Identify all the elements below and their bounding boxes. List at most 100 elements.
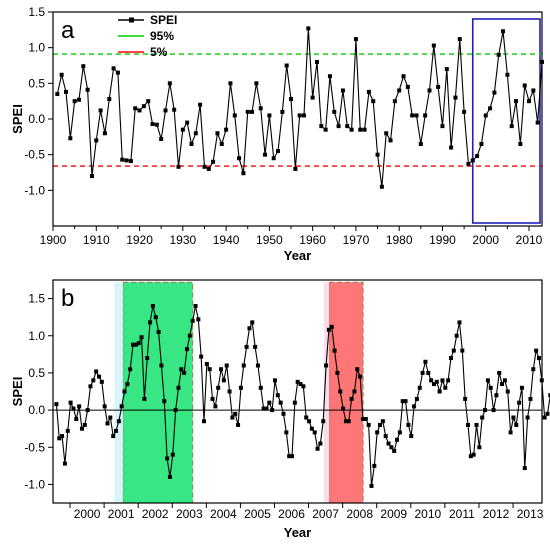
data-point [423, 113, 428, 118]
data-point [271, 156, 276, 161]
data-point [219, 141, 224, 146]
data-point [193, 304, 198, 309]
data-point [485, 378, 490, 383]
data-point [88, 384, 93, 389]
data-point [187, 333, 192, 338]
data-point [355, 367, 360, 372]
data-point [114, 428, 119, 433]
y-tick-label: -1.0 [24, 183, 45, 197]
data-point [440, 124, 445, 129]
highlight-region-halo [114, 282, 123, 503]
data-point [216, 385, 221, 390]
x-tick-label: 1980 [386, 233, 413, 247]
data-point [185, 120, 190, 125]
spei-series-b [54, 304, 550, 488]
data-point [519, 385, 524, 390]
data-point [182, 370, 187, 375]
data-point [500, 382, 505, 387]
data-point [287, 454, 292, 459]
data-point [335, 370, 340, 375]
data-point [535, 120, 540, 125]
y-tick-label: 1.5 [28, 292, 45, 306]
data-point [492, 90, 497, 95]
data-point [511, 415, 516, 420]
data-point [366, 89, 371, 94]
data-point [324, 363, 329, 368]
data-point [451, 348, 456, 353]
data-point [298, 382, 303, 387]
data-point [176, 164, 181, 169]
data-point [258, 106, 263, 111]
data-point [255, 363, 260, 368]
plot-frame-b [52, 279, 543, 504]
x-tick-label: 2004 [210, 507, 237, 521]
data-point [463, 396, 468, 401]
data-point [136, 341, 141, 346]
data-point [338, 389, 343, 394]
reference-lines [53, 53, 542, 167]
data-point [332, 109, 337, 114]
data-point [176, 385, 181, 390]
data-point [372, 463, 377, 468]
y-axis-ticks-b: -1.0 -0.5 0.0 0.5 1.0 1.5 [24, 292, 53, 491]
data-point [91, 378, 96, 383]
data-point [82, 422, 87, 427]
data-point [254, 81, 259, 86]
data-point [448, 356, 453, 361]
data-point [528, 396, 533, 401]
chart-panel-b: 2000 2001 2002 2003 2004 2005 2006 2007 2008 2009… [10, 279, 550, 540]
data-point [345, 124, 350, 129]
data-point [514, 99, 519, 104]
data-point [261, 406, 266, 411]
data-point [281, 411, 286, 416]
data-point [128, 159, 133, 164]
data-point [263, 152, 268, 157]
x-tick-label: 1940 [213, 233, 240, 247]
x-axis-ticks-a: 1900 1910 1920 1930 1940 1950 1960 1970 1980 1990… [40, 226, 543, 247]
data-point [219, 367, 224, 372]
data-point [55, 92, 60, 97]
data-point [153, 315, 158, 320]
data-point [310, 95, 315, 100]
data-point [332, 348, 337, 353]
data-point [444, 67, 449, 72]
x-tick-label: 1910 [83, 233, 110, 247]
data-point [128, 367, 133, 372]
highlight-box-rect [471, 18, 541, 224]
data-point [284, 63, 289, 68]
data-point [270, 408, 275, 413]
data-point [250, 320, 255, 325]
data-point [466, 161, 471, 166]
data-point [327, 74, 332, 79]
data-point [215, 131, 220, 136]
data-point [409, 434, 414, 439]
data-point [301, 113, 306, 118]
data-point [514, 422, 519, 427]
panel-letter-a: a [61, 17, 75, 44]
data-point [170, 452, 175, 457]
data-point [211, 159, 216, 164]
data-point [79, 426, 84, 431]
data-point [237, 156, 242, 161]
legend-label-5: 5% [150, 45, 168, 59]
data-point [427, 88, 432, 93]
data-point [304, 415, 309, 420]
data-point [531, 367, 536, 372]
data-point [384, 131, 389, 136]
data-point [150, 304, 155, 309]
data-point [501, 29, 506, 34]
data-point [213, 404, 218, 409]
data-point [198, 102, 203, 107]
data-point [346, 419, 351, 424]
data-point [380, 419, 385, 424]
data-point [236, 422, 241, 427]
data-point [392, 448, 397, 453]
data-point [284, 430, 289, 435]
data-point [414, 396, 419, 401]
data-point [180, 127, 185, 132]
legend: SPEI 95% 5% [118, 13, 177, 59]
data-point [159, 136, 164, 141]
y-axis-label-b: SPEI [10, 377, 25, 407]
data-point [358, 127, 363, 132]
data-point [54, 402, 59, 407]
